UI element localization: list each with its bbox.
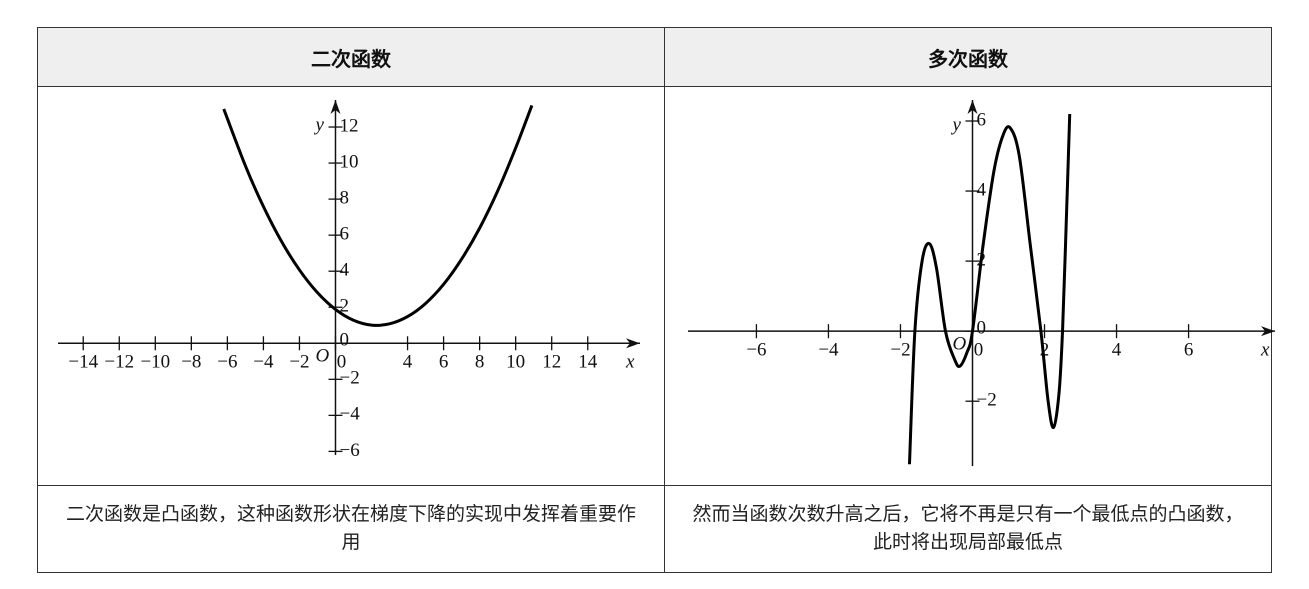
curve xyxy=(222,104,534,327)
y-arrow xyxy=(967,100,978,114)
x-tick-label: 10 xyxy=(506,352,525,373)
caption-cell: 然而当函数次数升高之后，它将不再是只有一个最低点的凸函数，此时将出现局部最低点 xyxy=(664,485,1272,573)
header-cell: 二次函数 xyxy=(37,27,665,87)
x-axis-label: x xyxy=(625,352,635,373)
y-tick-label: 12 xyxy=(339,115,358,136)
origin-label: O xyxy=(952,334,966,355)
x-tick-label: 4 xyxy=(1112,340,1122,361)
x-tick-label: −12 xyxy=(104,352,134,373)
x-tick-label: 0 xyxy=(974,340,984,361)
y-tick-label: 6 xyxy=(339,224,349,245)
y-tick-label: 0 xyxy=(339,330,349,351)
y-tick-label: 10 xyxy=(339,151,358,172)
caption-text: 然而当函数次数升高之后，它将不再是只有一个最低点的凸函数，此时将出现局部最低点 xyxy=(692,504,1244,553)
y-tick-label: −2 xyxy=(976,390,996,411)
x-tick-label: 4 xyxy=(403,352,413,373)
x-tick-label: 6 xyxy=(1184,340,1194,361)
origin-label: O xyxy=(315,346,329,367)
x-tick-label: 14 xyxy=(578,352,598,373)
caption-cell: 二次函数是凸函数，这种函数形状在梯度下降的实现中发挥着重要作用 xyxy=(37,485,665,573)
y-axis-label: y xyxy=(313,114,324,135)
curve xyxy=(907,113,1072,465)
x-tick-label: 6 xyxy=(439,352,449,373)
x-tick-label: −4 xyxy=(818,340,839,361)
x-tick-label: 12 xyxy=(542,352,561,373)
x-arrow xyxy=(626,338,640,349)
x-tick-label: −2 xyxy=(289,352,309,373)
y-tick-label: 0 xyxy=(976,318,986,339)
x-tick-label: −2 xyxy=(890,340,910,361)
y-arrow xyxy=(330,100,341,114)
x-tick-label: −10 xyxy=(140,352,170,373)
y-tick-label: −4 xyxy=(339,404,360,425)
x-tick-label: −6 xyxy=(217,352,237,373)
y-tick-label: 6 xyxy=(976,109,986,130)
y-tick-label: 4 xyxy=(339,260,349,281)
x-tick-label: −14 xyxy=(68,352,98,373)
x-arrow xyxy=(1261,326,1275,337)
y-tick-label: 2 xyxy=(339,296,349,317)
x-tick-label: 0 xyxy=(337,352,347,373)
x-tick-label: −4 xyxy=(253,352,274,373)
x-tick-label: −6 xyxy=(746,340,766,361)
x-axis-label: x xyxy=(1260,340,1270,361)
x-tick-label: 2 xyxy=(1040,340,1050,361)
y-axis-label: y xyxy=(950,114,961,135)
header-text: 多次函数 xyxy=(928,46,1008,71)
header-text: 二次函数 xyxy=(311,46,391,71)
x-tick-label: −8 xyxy=(181,352,201,373)
x-tick-label: 8 xyxy=(475,352,485,373)
caption-text: 二次函数是凸函数，这种函数形状在梯度下降的实现中发挥着重要作用 xyxy=(65,504,636,553)
y-tick-label: 8 xyxy=(339,187,349,208)
y-tick-label: −2 xyxy=(339,368,359,389)
y-tick-label: −6 xyxy=(339,440,359,461)
y-tick-label: 4 xyxy=(976,179,986,200)
